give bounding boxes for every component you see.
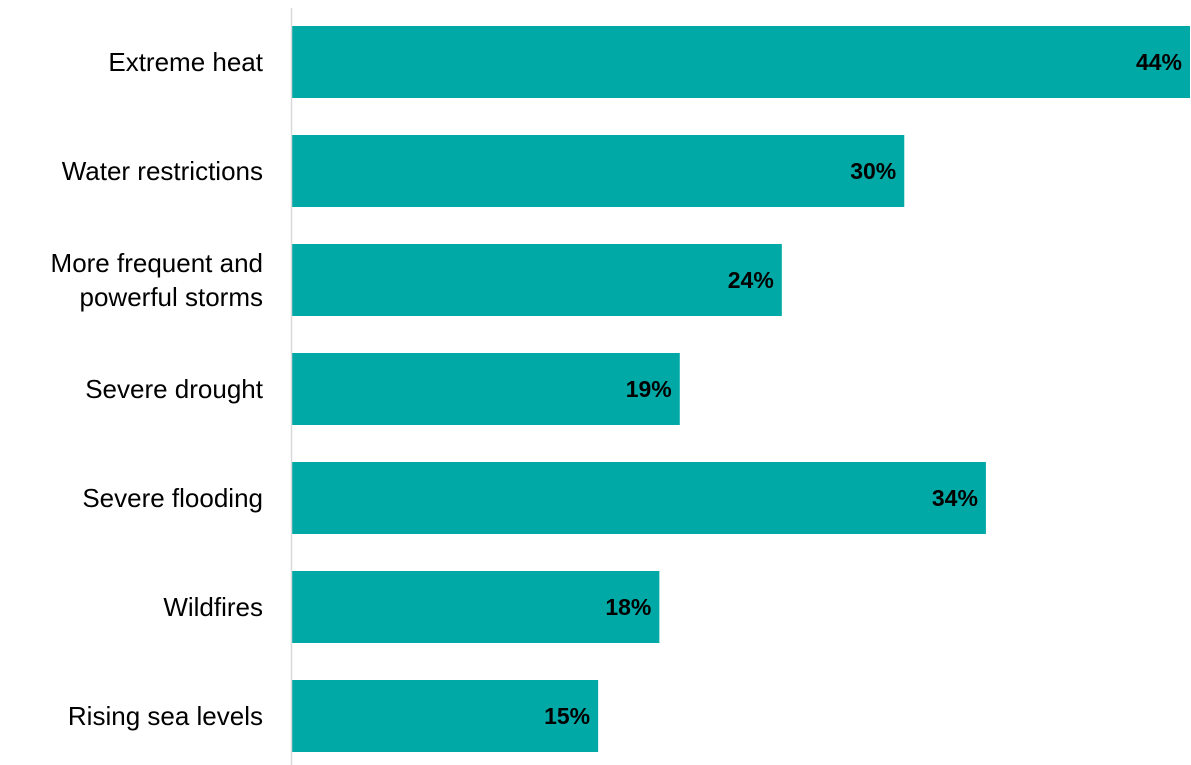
bar-value-label: 19%: [626, 376, 672, 402]
bar: [292, 680, 599, 752]
category-label: Severe drought: [85, 374, 264, 404]
bar: [292, 135, 905, 207]
category-label-line: powerful storms: [80, 282, 264, 312]
bar: [292, 462, 986, 534]
bar: [292, 244, 782, 316]
bar-value-label: 44%: [1136, 49, 1182, 75]
category-label-line: More frequent and: [51, 248, 263, 278]
bar: [292, 353, 680, 425]
bar: [292, 571, 660, 643]
category-labels-group: Extreme heat Water restrictions More frequ…: [51, 47, 264, 731]
category-label: More frequent and powerful storms: [51, 248, 263, 312]
category-label: Severe flooding: [82, 483, 263, 513]
bars-group: [292, 26, 1190, 752]
category-label-line: Water restrictions: [62, 156, 263, 186]
category-label: Water restrictions: [62, 156, 263, 186]
category-label-line: Wildfires: [163, 592, 263, 622]
bar-value-label: 24%: [728, 267, 774, 293]
category-label: Wildfires: [163, 592, 263, 622]
category-label-line: Severe flooding: [82, 483, 263, 513]
bar-value-label: 15%: [544, 703, 590, 729]
category-label-line: Severe drought: [85, 374, 264, 404]
bar: [292, 26, 1190, 98]
category-label-line: Extreme heat: [108, 47, 263, 77]
bar-value-label: 18%: [605, 594, 651, 620]
bar-value-label: 34%: [932, 485, 978, 511]
category-label: Extreme heat: [108, 47, 263, 77]
category-label: Rising sea levels: [68, 701, 263, 731]
value-labels-group: 44% 30% 24% 19% 34% 18% 15%: [544, 49, 1182, 729]
bar-value-label: 30%: [850, 158, 896, 184]
category-label-line: Rising sea levels: [68, 701, 263, 731]
